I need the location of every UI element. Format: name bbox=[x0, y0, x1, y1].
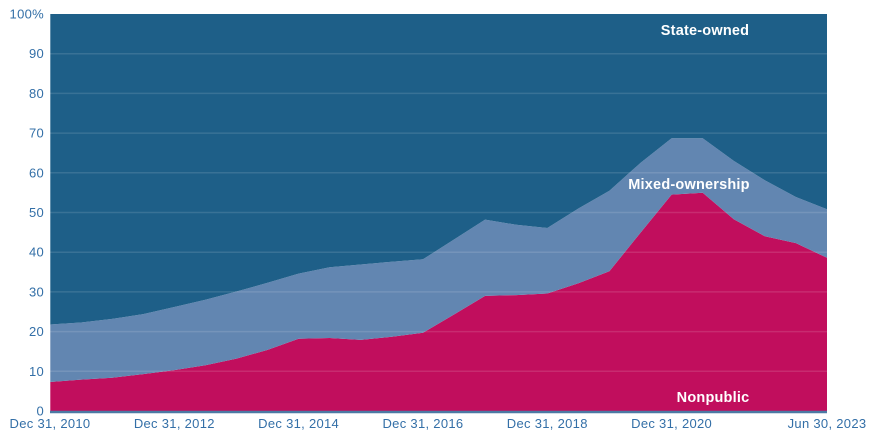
y-tick-label: 100% bbox=[10, 7, 45, 22]
series-label-nonpublic: Nonpublic bbox=[677, 390, 750, 406]
y-tick-label: 30 bbox=[29, 284, 44, 299]
x-tick-label: Dec 31, 2012 bbox=[134, 416, 215, 431]
y-tick-label: 70 bbox=[29, 126, 44, 141]
area-state-owned bbox=[50, 14, 827, 325]
x-tick-label: Dec 31, 2020 bbox=[631, 416, 712, 431]
y-tick-label: 60 bbox=[29, 165, 44, 180]
y-tick-label: 10 bbox=[29, 364, 44, 379]
x-tick-label: Dec 31, 2010 bbox=[10, 416, 91, 431]
y-tick-label: 0 bbox=[36, 404, 44, 419]
series-label-state-owned: State-owned bbox=[661, 23, 749, 39]
x-tick-label: Dec 31, 2014 bbox=[258, 416, 339, 431]
y-tick-label: 80 bbox=[29, 86, 44, 101]
x-tick-label: Jun 30, 2023 bbox=[788, 416, 867, 431]
y-tick-label: 40 bbox=[29, 245, 44, 260]
y-tick-label: 90 bbox=[29, 46, 44, 61]
y-tick-label: 20 bbox=[29, 324, 44, 339]
x-tick-label: Dec 31, 2018 bbox=[507, 416, 588, 431]
series-label-mixed-ownership: Mixed-ownership bbox=[628, 177, 749, 193]
y-tick-label: 50 bbox=[29, 205, 44, 220]
area-mixed-ownership bbox=[50, 138, 827, 382]
x-tick-label: Dec 31, 2016 bbox=[382, 416, 463, 431]
area-nonpublic bbox=[50, 192, 827, 411]
